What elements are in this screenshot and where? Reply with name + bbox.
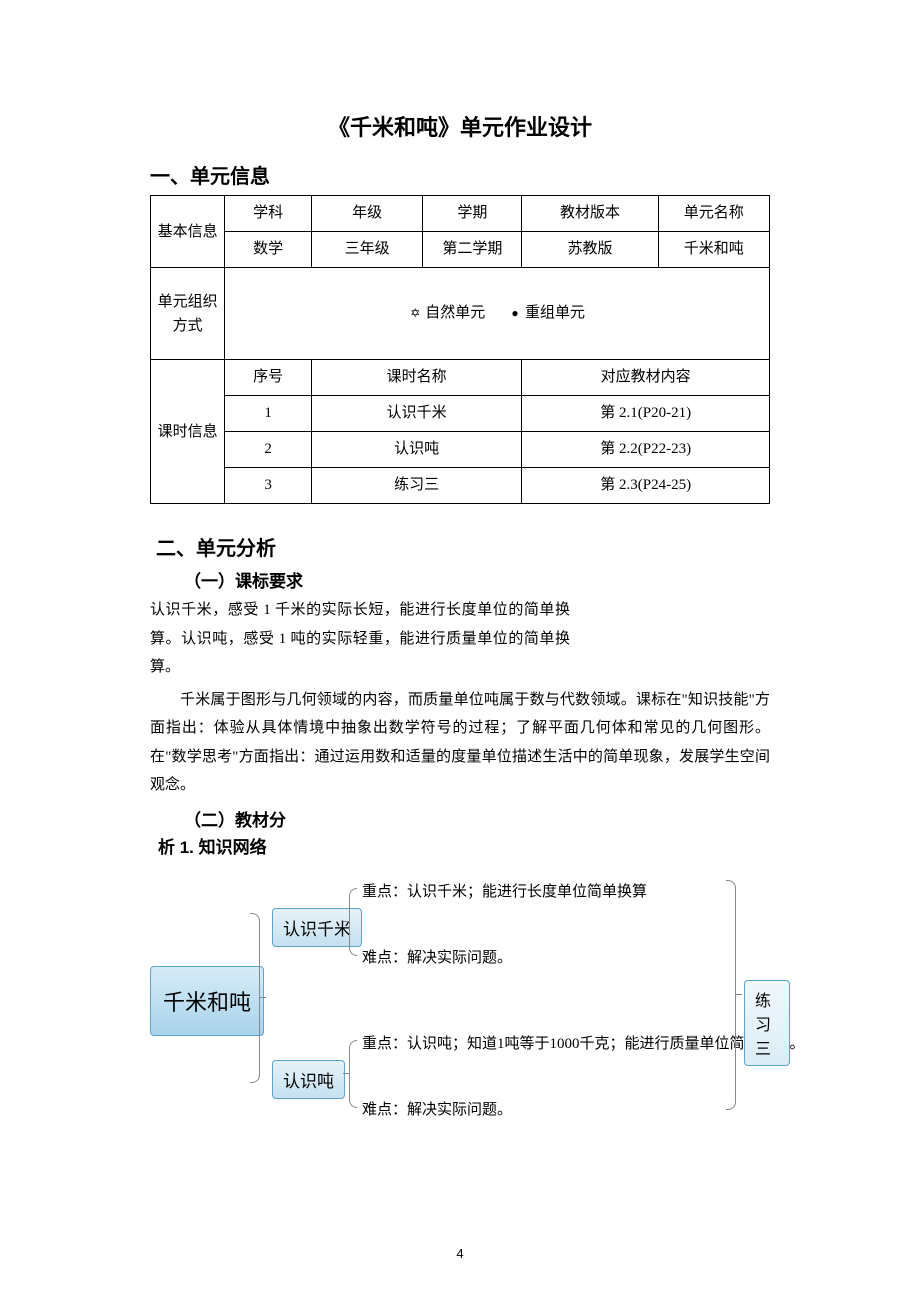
brace-tick-icon [736,994,742,995]
header-term: 学期 [423,196,522,232]
paragraph-standard-1: 认识千米，感受 1 千米的实际长短，能进行长度单位的简单换算。认识吨，感受 1 … [150,596,570,682]
lesson-name: 练习三 [311,468,521,504]
lesson-no: 3 [225,468,312,504]
mindmap-ton-diff: 难点：解决实际问题。 [362,1098,512,1119]
unit-info-table: 基本信息 学科 年级 学期 教材版本 单元名称 数学 三年级 第二学期 苏教版 … [150,195,770,504]
mindmap-ton-key: 重点：认识吨；知道1吨等于1000千克；能进行质量单位简单换算。 [362,1032,805,1053]
section-2a-heading: （一）课标要求 [184,567,770,592]
radio-selected-icon: ● [509,307,521,319]
brace-icon [726,880,736,1110]
cell-subject: 数学 [225,232,312,268]
header-grade: 年级 [311,196,422,232]
header-unit-name: 单元名称 [658,196,769,232]
brace-tick-icon [260,997,266,998]
mindmap-km-diff: 难点：解决实际问题。 [362,946,512,967]
table-row: 1 认识千米 第 2.1(P20-21) [151,396,770,432]
document-title: 《千米和吨》单元作业设计 [150,110,770,142]
lesson-header-name: 课时名称 [311,360,521,396]
table-row: 基本信息 学科 年级 学期 教材版本 单元名称 [151,196,770,232]
radio-unselected-icon: ✡ [409,307,421,319]
org-options-cell: ✡ 自然单元 ● 重组单元 [225,268,770,360]
knowledge-mindmap: 千米和吨 认识千米 认识吨 重点：认识千米；能进行长度单位简单换算 难点：解决实… [150,868,790,1128]
lesson-ref: 第 2.2(P22-23) [522,432,770,468]
mindmap-km-key: 重点：认识千米；能进行长度单位简单换算 [362,880,647,901]
lesson-ref: 第 2.1(P20-21) [522,396,770,432]
header-subject: 学科 [225,196,312,232]
mindmap-branch-ton: 认识吨 [272,1060,345,1099]
lesson-ref: 第 2.3(P24-25) [522,468,770,504]
table-row: 2 认识吨 第 2.2(P22-23) [151,432,770,468]
lesson-name: 认识千米 [311,396,521,432]
brace-icon [349,888,357,956]
option-natural-label: 自然单元 [425,300,485,327]
table-row: 3 练习三 第 2.3(P24-25) [151,468,770,504]
section-1-heading: 一、单元信息 [150,160,770,189]
lesson-no: 2 [225,432,312,468]
brace-icon [250,913,260,1083]
option-natural-unit: ✡ 自然单元 [409,300,485,327]
header-textbook: 教材版本 [522,196,658,232]
section-2-heading: 二、单元分析 [156,532,770,561]
cell-term: 第二学期 [423,232,522,268]
cell-unit-name: 千米和吨 [658,232,769,268]
page-number: 4 [0,1246,920,1261]
basic-info-label: 基本信息 [151,196,225,268]
brace-tick-icon [343,1073,349,1074]
section-2c-heading: 析 1. 知识网络 [158,833,770,858]
option-restructured-label: 重组单元 [525,300,585,327]
table-row: 单元组织方式 ✡ 自然单元 ● 重组单元 [151,268,770,360]
brace-tick-icon [343,921,349,922]
lesson-header-ref: 对应教材内容 [522,360,770,396]
brace-icon [349,1040,357,1108]
option-restructured-unit: ● 重组单元 [509,300,585,327]
lesson-header-no: 序号 [225,360,312,396]
table-row: 课时信息 序号 课时名称 对应教材内容 [151,360,770,396]
lesson-label: 课时信息 [151,360,225,504]
org-label: 单元组织方式 [151,268,225,360]
lesson-name: 认识吨 [311,432,521,468]
lesson-no: 1 [225,396,312,432]
mindmap-root-node: 千米和吨 [150,966,264,1036]
cell-textbook: 苏教版 [522,232,658,268]
table-row: 数学 三年级 第二学期 苏教版 千米和吨 [151,232,770,268]
mindmap-practice-node: 练习三 [744,980,790,1066]
paragraph-standard-2: 千米属于图形与几何领域的内容，而质量单位吨属于数与代数领域。课标在"知识技能"方… [150,686,770,800]
cell-grade: 三年级 [311,232,422,268]
section-2b-heading: （二）教材分 [184,806,770,831]
